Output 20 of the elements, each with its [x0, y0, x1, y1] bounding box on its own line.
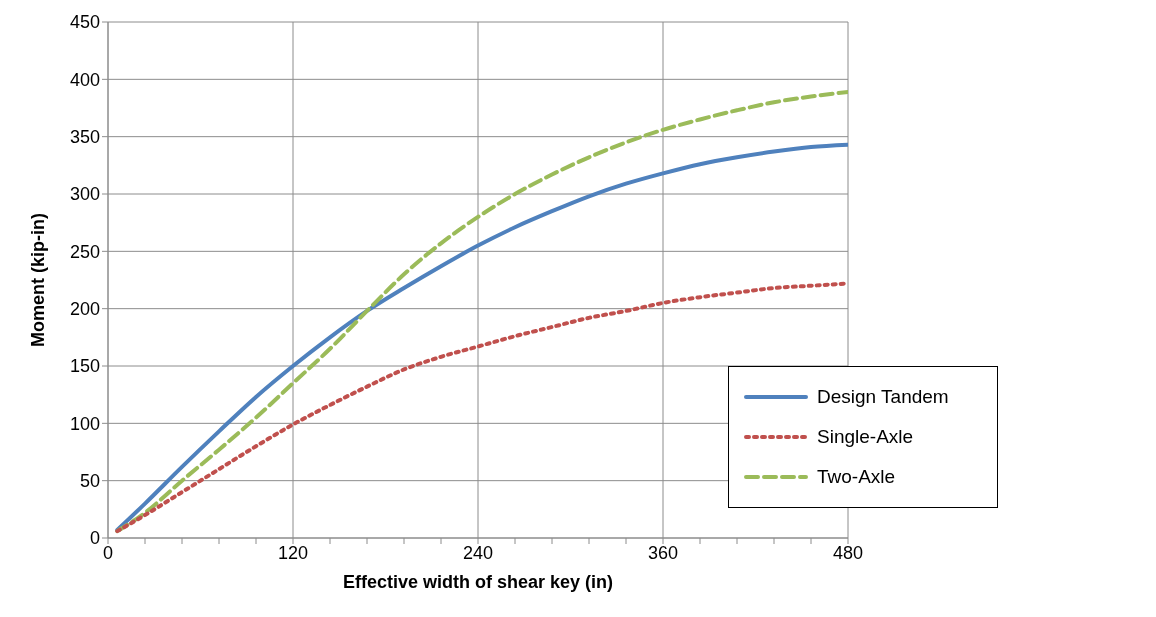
y-tick-label: 150: [69, 356, 100, 377]
x-tick-label: 0: [102, 542, 114, 563]
legend-label: Two-Axle: [817, 466, 896, 488]
x-tick-label: 240: [462, 542, 494, 563]
y-tick-label: 400: [69, 69, 100, 90]
y-tick-label: 0: [89, 528, 100, 549]
y-tick-label: 250: [69, 241, 100, 262]
y-tick-label: 450: [69, 12, 100, 33]
y-tick-label: 350: [69, 127, 100, 148]
y-axis-title: Moment (kip-in): [28, 213, 49, 347]
y-tick-label: 50: [79, 471, 100, 492]
y-tick-label: 300: [69, 184, 100, 205]
y-tick-label: 200: [69, 299, 100, 320]
x-tick-label: 480: [832, 542, 864, 563]
x-axis-title: Effective width of shear key (in): [342, 572, 614, 592]
legend-label: Single-Axle: [817, 426, 914, 448]
x-tick-label: 120: [277, 542, 309, 563]
y-tick-label: 100: [69, 413, 100, 434]
x-tick-label: 360: [647, 542, 679, 563]
legend-label: Design Tandem: [817, 386, 949, 408]
